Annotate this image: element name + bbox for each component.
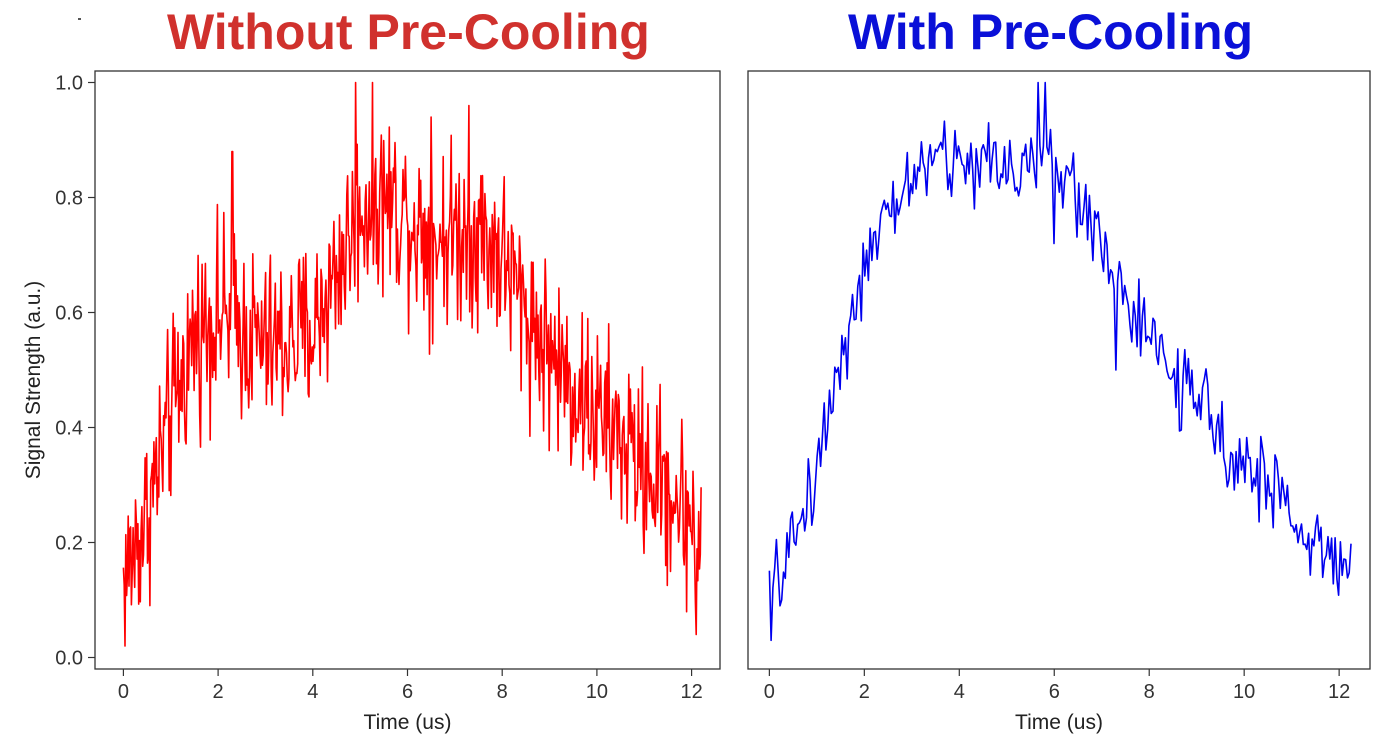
y-axis-label-0: Signal Strength (a.u.) [22, 281, 45, 479]
x-tick-label-1-6: 12 [1328, 681, 1350, 703]
x-tick-label-0-2: 4 [307, 681, 318, 703]
x-tick-label-0-0: 0 [118, 681, 129, 703]
x-tick-label-1-2: 4 [954, 681, 965, 703]
x-tick-label-1-1: 2 [859, 681, 870, 703]
series-line-1-0 [768, 81, 1352, 642]
series-line-0-0 [122, 81, 702, 647]
x-tick-label-0-6: 12 [680, 681, 702, 703]
x-tick-label-1-0: 0 [764, 681, 775, 703]
x-tick-label-1-4: 8 [1144, 681, 1155, 703]
chart-title-left: Without Pre-Cooling [167, 4, 650, 60]
x-tick-label-0-1: 2 [213, 681, 224, 703]
x-axis-label-0: Time (us) [364, 711, 452, 734]
plot-frame-1 [747, 70, 1371, 670]
x-tick-label-0-5: 10 [586, 681, 608, 703]
y-tick-label-0-2: 0.4 [55, 418, 83, 440]
y-tick-label-0-5: 1.0 [55, 73, 83, 95]
x-tick-label-0-4: 8 [497, 681, 508, 703]
y-tick-label-0-4: 0.8 [55, 188, 83, 210]
chart-title-right: With Pre-Cooling [848, 4, 1254, 60]
stray-dot [78, 18, 81, 20]
x-tick-label-1-3: 6 [1049, 681, 1060, 703]
y-tick-label-0-0: 0.0 [55, 648, 83, 670]
y-tick-label-0-1: 0.2 [55, 533, 83, 555]
x-axis-label-1: Time (us) [1015, 711, 1103, 734]
x-tick-label-0-3: 6 [402, 681, 413, 703]
y-tick-label-0-3: 0.6 [55, 303, 83, 325]
x-tick-label-1-5: 10 [1233, 681, 1255, 703]
